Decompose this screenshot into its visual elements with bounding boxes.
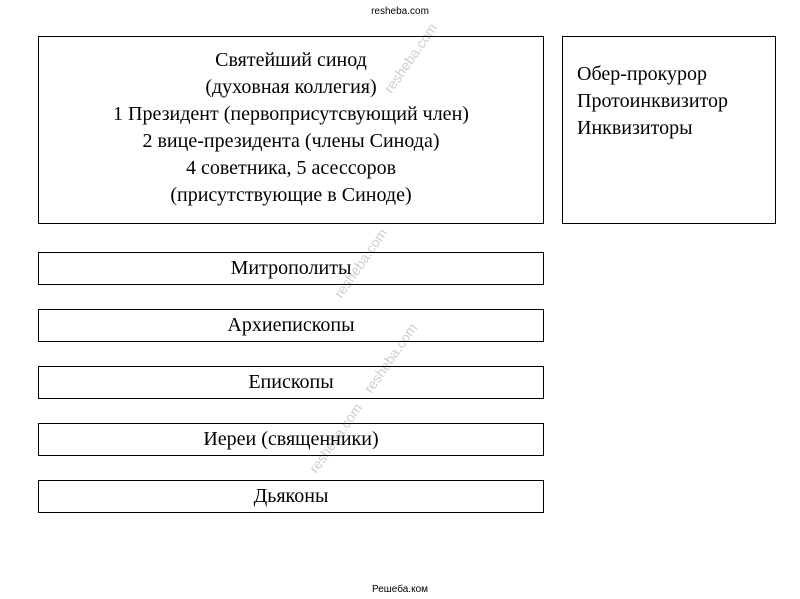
watermark-top: resheba.com xyxy=(371,6,429,17)
synod-line-3: 1 Президент (первоприсутсвующий член) xyxy=(47,101,535,128)
side-line-2: Протоинквизитор xyxy=(577,88,763,115)
synod-line-4: 2 вице-президента (члены Синода) xyxy=(47,128,535,155)
rank-deacons: Дьяконы xyxy=(38,480,544,513)
rank-metropolitans: Митрополиты xyxy=(38,252,544,285)
synod-line-5: 4 советника, 5 асессоров xyxy=(47,155,535,182)
top-row: Святейший синод (духовная коллегия) 1 Пр… xyxy=(38,36,776,224)
rank-archbishops: Архиепископы xyxy=(38,309,544,342)
ranks-column: Митрополиты Архиепископы Епископы Иереи … xyxy=(38,252,544,513)
synod-line-6: (присутствующие в Синоде) xyxy=(47,182,535,209)
watermark-bottom: Решеба.ком xyxy=(372,584,428,595)
synod-line-1: Святейший синод xyxy=(47,47,535,74)
rank-bishops: Епископы xyxy=(38,366,544,399)
prosecutor-box: Обер-прокурор Протоинквизитор Инквизитор… xyxy=(562,36,776,224)
side-line-3: Инквизиторы xyxy=(577,115,763,142)
side-line-1: Обер-прокурор xyxy=(577,61,763,88)
rank-priests: Иереи (священники) xyxy=(38,423,544,456)
diagram-container: Святейший синод (духовная коллегия) 1 Пр… xyxy=(38,36,776,513)
synod-line-2: (духовная коллегия) xyxy=(47,74,535,101)
synod-box: Святейший синод (духовная коллегия) 1 Пр… xyxy=(38,36,544,224)
